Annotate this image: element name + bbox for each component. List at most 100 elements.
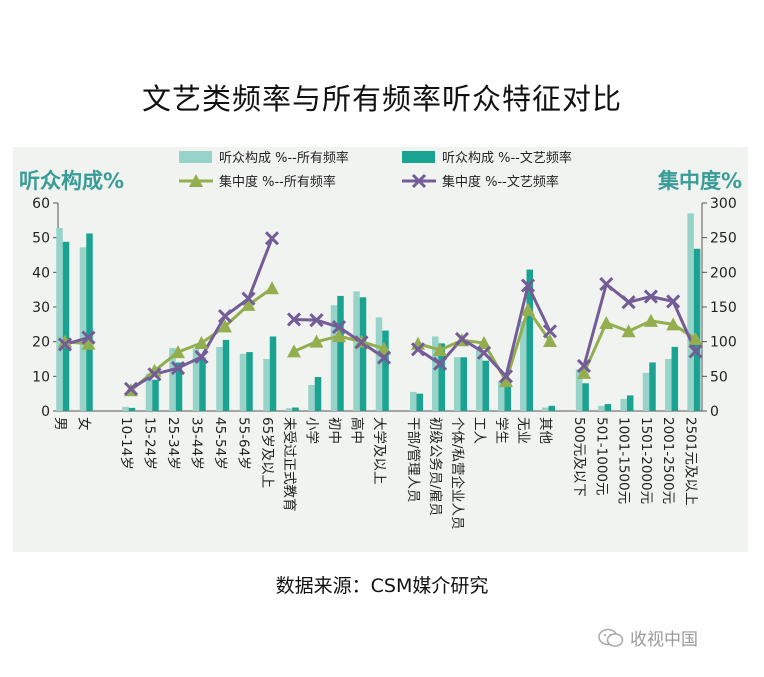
category-label: 1501-2000元 <box>638 417 654 504</box>
category-label: 干部/管理人员 <box>405 417 421 503</box>
bar-literary-stations <box>438 343 445 411</box>
marker-literary-stations <box>688 344 703 359</box>
bar-all-stations <box>192 348 200 411</box>
marker-all-stations <box>194 336 209 350</box>
category-label: 小学 <box>304 417 320 444</box>
bar-literary-stations <box>382 330 389 411</box>
bar-literary-stations <box>604 404 612 411</box>
bar-all-stations <box>454 357 461 411</box>
marker-literary-stations <box>57 337 73 352</box>
category-label: 2501元及以上 <box>683 417 699 505</box>
marker-all-stations <box>58 334 72 348</box>
category-label: 65岁及以上 <box>259 417 275 488</box>
bar-all-stations <box>687 213 694 411</box>
bar-literary-stations <box>175 362 183 411</box>
marker-all-stations <box>147 363 162 377</box>
bar-all-stations <box>216 346 223 411</box>
category-label: 45-54岁 <box>212 417 228 470</box>
left-tick-label: 60 <box>32 196 50 212</box>
bar-all-stations <box>542 407 549 411</box>
category-label: 初级公务员/雇员 <box>427 417 444 516</box>
bar-all-stations <box>285 408 293 411</box>
left-tick-label: 20 <box>32 335 50 351</box>
marker-all-stations <box>521 302 535 316</box>
marker-all-stations <box>599 315 614 329</box>
bar-all-stations <box>498 381 505 411</box>
marker-all-stations <box>433 342 447 356</box>
bar-literary-stations <box>460 357 467 411</box>
marker-all-stations <box>287 344 301 358</box>
bar-literary-stations <box>222 339 230 411</box>
marker-literary-stations <box>666 294 681 309</box>
legend-label: 听众构成 %--所有频率 <box>219 150 349 166</box>
bar-all-stations <box>620 398 627 411</box>
bar-literary-stations <box>269 336 277 411</box>
bar-literary-stations <box>582 383 589 411</box>
bar-literary-stations <box>314 377 322 411</box>
legend-x-marker <box>411 173 427 189</box>
category-label: 女 <box>76 417 93 431</box>
bar-all-stations <box>575 369 583 411</box>
category-label: 大学及以上 <box>371 417 387 485</box>
marker-all-stations <box>171 345 185 359</box>
bar-all-stations <box>308 385 315 411</box>
bar-literary-stations <box>649 362 656 411</box>
bar-literary-stations <box>292 407 299 411</box>
left-tick-label: 10 <box>32 369 50 385</box>
bar-literary-stations <box>626 395 634 411</box>
bar-all-stations <box>598 405 605 411</box>
chart-title: 文艺类频率与所有频率听众特征对比 <box>141 82 622 116</box>
category-label: 学生 <box>493 417 509 444</box>
marker-all-stations <box>643 313 658 327</box>
marker-literary-stations <box>194 349 209 364</box>
data-source-note: 数据来源：CSM媒介研究 <box>275 575 489 597</box>
category-label: 初中 <box>326 417 343 444</box>
bar-all-stations <box>239 353 247 411</box>
category-label: 未受过正式教育 <box>281 417 297 512</box>
bar-all-stations <box>56 227 63 411</box>
bar-literary-stations <box>128 407 136 411</box>
category-label: 10-14岁 <box>118 417 134 470</box>
legend-swatch-bar <box>179 151 212 163</box>
right-tick-label: 150 <box>710 300 737 316</box>
marker-all-stations <box>241 297 256 311</box>
category-label: 高中 <box>349 417 366 444</box>
right-tick-label: 50 <box>710 369 728 385</box>
marker-literary-stations <box>241 291 256 306</box>
bar-literary-stations <box>504 383 511 411</box>
marker-literary-stations <box>542 324 558 339</box>
marker-literary-stations <box>643 289 658 304</box>
legend-label: 集中度 %--文艺频率 <box>442 174 559 190</box>
marker-literary-stations <box>599 277 614 292</box>
category-label: 工人 <box>471 417 487 444</box>
category-label: 25-34岁 <box>165 417 181 470</box>
legend-label: 听众构成 %--文艺频率 <box>442 150 572 166</box>
right-tick-label: 300 <box>710 196 737 212</box>
category-label: 其他 <box>537 417 553 444</box>
category-label: 个体/私营企业人员 <box>449 417 466 530</box>
marker-all-stations <box>477 336 491 350</box>
category-label: 35-44岁 <box>189 417 205 470</box>
marker-literary-stations <box>217 308 233 324</box>
left-tick-label: 40 <box>32 265 50 281</box>
watermark-text: 收视中国 <box>630 630 698 650</box>
bar-literary-stations <box>671 346 679 411</box>
left-tick-label: 30 <box>32 300 50 316</box>
bar-literary-stations <box>416 393 423 411</box>
bar-all-stations <box>520 320 527 411</box>
marker-literary-stations <box>309 313 324 328</box>
marker-literary-stations <box>376 350 392 365</box>
bar-all-stations <box>169 347 176 411</box>
chart-svg: 0 10 20 30 40 50 60 0 50 100 150 200 250 300 听众构成% 集中度%… <box>19 150 742 530</box>
category-label: 55-64岁 <box>236 417 252 470</box>
bar-literary-stations <box>152 379 159 411</box>
bar-literary-stations <box>246 352 253 411</box>
marker-literary-stations <box>576 358 592 373</box>
bar-literary-stations <box>482 360 489 411</box>
marker-all-stations <box>332 329 346 343</box>
line-literary-stations <box>582 281 697 367</box>
right-axis-title: 集中度% <box>657 169 742 193</box>
chart-panel: 0 10 20 30 40 50 60 0 50 100 150 200 250 300 听众构成% 集中度%… <box>13 147 748 552</box>
legend-label: 集中度 %--所有频率 <box>219 174 336 190</box>
left-tick-label: 0 <box>41 404 50 420</box>
